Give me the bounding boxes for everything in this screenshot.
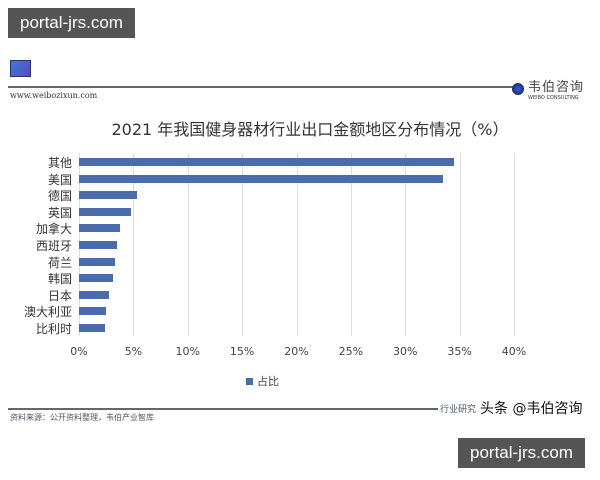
site-url: www.weibozixun.com (10, 91, 98, 100)
logo: 韦伯咨询 WEIBO CONSULTING (512, 76, 584, 101)
logo-hexagon-icon (512, 82, 524, 95)
header-divider (8, 86, 513, 88)
watermark-badge-bottom: portal-jrs.com (458, 438, 585, 468)
x-tick-label: 25% (338, 345, 364, 358)
gridline (514, 153, 515, 336)
x-tick-label: 30% (393, 345, 418, 358)
category-label: 比利时 (35, 322, 72, 336)
legend: 占比 (246, 373, 279, 389)
bar (79, 207, 132, 216)
bar (79, 274, 113, 283)
chart-title: 2021 年我国健身器材行业出口金额地区分布情况（%） (111, 120, 509, 139)
watermark-badge-top: portal-jrs.com (8, 8, 135, 38)
x-tick-label: 15% (229, 345, 255, 358)
brand-square-icon (10, 60, 31, 77)
category-label: 美国 (47, 172, 72, 187)
category-label: 加拿大 (35, 222, 72, 237)
bar (79, 158, 455, 166)
logo-cn: 韦伯咨询 (528, 80, 585, 95)
bar (79, 257, 115, 266)
gridline (187, 153, 189, 336)
gridline (242, 153, 244, 336)
logo-en: WEIBO CONSULTING (528, 95, 579, 101)
footer-divider (8, 408, 438, 410)
category-label: 英国 (47, 205, 72, 220)
x-tick-label: 5% (124, 345, 143, 358)
data-source: 资料来源：公开资料整理，韦伯产业智库 (10, 413, 154, 422)
gridline (350, 153, 352, 336)
category-label: 澳大利亚 (23, 305, 72, 320)
category-label: 日本 (47, 288, 72, 303)
legend-label: 占比 (257, 375, 279, 388)
bar (79, 174, 444, 183)
gridline (405, 153, 407, 336)
gridline (296, 153, 298, 336)
footer-right-text: 行业研究 (440, 405, 477, 415)
bar (79, 324, 106, 332)
category-label: 荷兰 (47, 255, 72, 270)
gridline (459, 153, 461, 336)
category-label: 其他 (47, 156, 72, 170)
category-label: 德国 (47, 189, 72, 204)
x-tick-label: 20% (284, 345, 309, 358)
bar (79, 307, 107, 316)
legend-swatch-icon (246, 377, 253, 385)
gridline (133, 153, 135, 336)
category-label: 韩国 (47, 272, 72, 287)
bar (79, 290, 110, 299)
toutiao-watermark: 头条 @韦伯咨询 (480, 401, 583, 417)
bar (79, 224, 121, 233)
bar (79, 191, 137, 200)
x-tick-label: 0% (70, 345, 88, 358)
bar (79, 241, 118, 249)
category-label: 西班牙 (35, 239, 72, 253)
x-tick-label: 40% (501, 345, 527, 358)
x-tick-label: 35% (447, 345, 472, 358)
x-tick-label: 10% (175, 345, 200, 358)
